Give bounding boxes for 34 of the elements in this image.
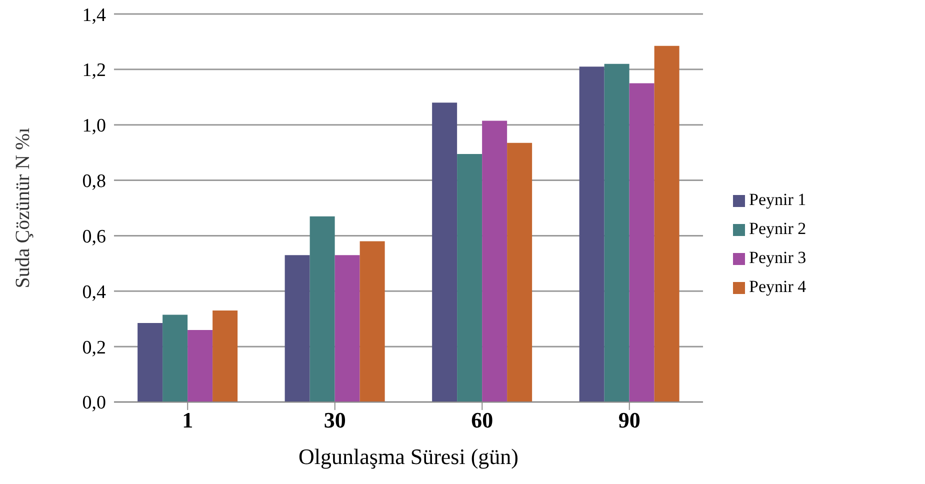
bar bbox=[507, 142, 532, 402]
x-tick-label: 90 bbox=[618, 408, 640, 433]
bar bbox=[188, 330, 213, 402]
bar bbox=[482, 120, 508, 402]
bar bbox=[432, 102, 458, 402]
y-tick-label: 1,4 bbox=[82, 4, 106, 26]
bar bbox=[162, 314, 188, 402]
x-tick-label: 60 bbox=[471, 408, 494, 433]
bar bbox=[629, 83, 654, 402]
legend-label: Peynir 4 bbox=[749, 277, 806, 296]
legend-label: Peynir 1 bbox=[749, 190, 806, 209]
bar bbox=[212, 310, 238, 402]
y-tick-label: 1,2 bbox=[82, 60, 106, 82]
bar bbox=[360, 241, 385, 402]
legend-label: Peynir 3 bbox=[749, 248, 806, 267]
bar bbox=[334, 255, 360, 402]
bar bbox=[284, 255, 310, 402]
y-tick-label: 0,8 bbox=[82, 171, 106, 192]
y-tick-label: 0,2 bbox=[82, 337, 106, 358]
x-axis-title: Olgunlaşma Süresi (gün) bbox=[298, 444, 518, 469]
bar bbox=[457, 154, 482, 402]
y-tick-label: 1,0 bbox=[82, 116, 106, 137]
bar bbox=[310, 216, 335, 402]
bar bbox=[579, 66, 604, 402]
x-tick-label: 1 bbox=[182, 408, 194, 433]
y-tick-label: 0,6 bbox=[82, 226, 106, 248]
legend-label: Peynir 2 bbox=[749, 219, 806, 238]
bar bbox=[654, 46, 680, 402]
x-tick-label: 30 bbox=[324, 408, 346, 433]
bar bbox=[138, 323, 163, 402]
y-axis-title: Suda Çözünür N %ı bbox=[12, 127, 34, 288]
y-tick-label: 0,4 bbox=[82, 282, 106, 303]
bar bbox=[604, 64, 630, 402]
y-tick-label: 0,0 bbox=[82, 392, 106, 414]
